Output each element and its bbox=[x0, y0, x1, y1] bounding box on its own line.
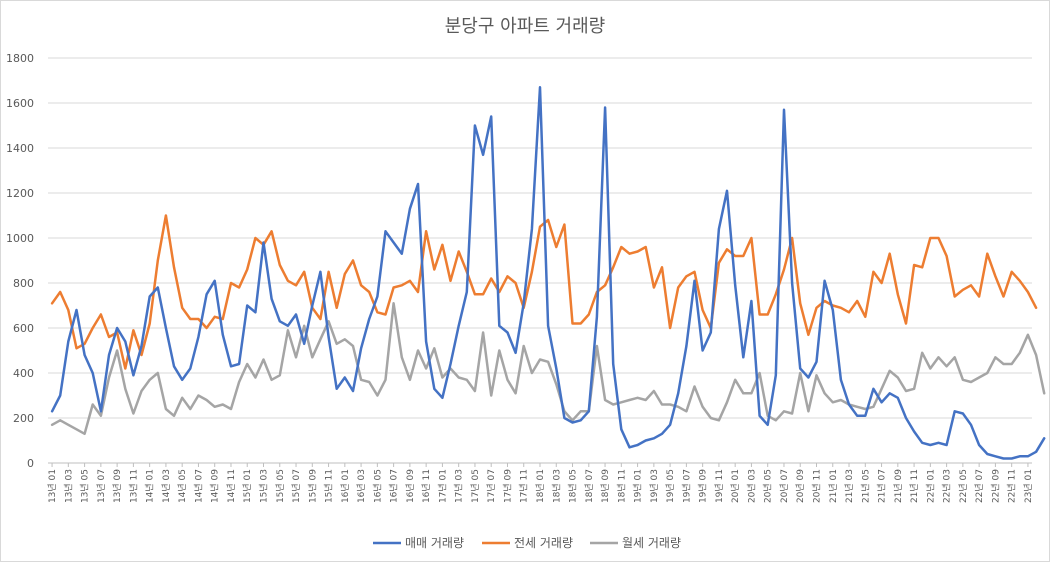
x-tick-label: 22년 01 bbox=[925, 469, 936, 503]
series-lines bbox=[50, 86, 1046, 460]
legend-label: 월세 거래량 bbox=[622, 536, 681, 550]
x-tick-label: 20년 01 bbox=[730, 469, 741, 503]
y-tick-label: 1400 bbox=[6, 142, 34, 155]
x-tick-label: 19년 05 bbox=[665, 469, 676, 503]
x-tick-label: 13년 03 bbox=[63, 469, 74, 503]
x-tick-label: 16년 09 bbox=[405, 469, 416, 503]
x-tick-label: 21년 11 bbox=[909, 469, 920, 503]
x-tick-label: 20년 07 bbox=[779, 469, 790, 503]
x-tick-label: 22년 05 bbox=[958, 469, 969, 503]
y-axis: 0 200 400 600 800 1000 1200 1400 1600 1800 bbox=[6, 52, 34, 470]
x-tick-label: 20년 05 bbox=[763, 469, 774, 503]
x-tick-label: 13년 07 bbox=[96, 469, 107, 503]
x-tick-label: 21년 09 bbox=[893, 469, 904, 503]
y-tick-label: 0 bbox=[27, 457, 34, 470]
y-tick-label: 400 bbox=[13, 367, 34, 380]
x-tick-label: 16년 11 bbox=[421, 469, 432, 503]
x-tick-label: 15년 07 bbox=[291, 469, 302, 503]
x-tick-label: 14년 11 bbox=[226, 469, 237, 503]
y-tick-label: 800 bbox=[13, 277, 34, 290]
x-tick-label: 19년 11 bbox=[714, 469, 725, 503]
x-tick-label: 13년 05 bbox=[80, 469, 91, 503]
x-tick-label: 14년 01 bbox=[145, 469, 156, 503]
x-tick-label: 17년 05 bbox=[470, 469, 481, 503]
x-tick-label: 22년 03 bbox=[942, 469, 953, 503]
series-line bbox=[50, 86, 1046, 460]
x-tick-label: 17년 03 bbox=[454, 469, 465, 503]
x-tick-label: 20년 11 bbox=[811, 469, 822, 503]
x-tick-label: 18년 07 bbox=[584, 469, 595, 503]
x-tick-label: 14년 07 bbox=[193, 469, 204, 503]
x-tick-label: 15년 05 bbox=[275, 469, 286, 503]
x-tick-label: 17년 07 bbox=[486, 469, 497, 503]
x-tick-label: 22년 07 bbox=[974, 469, 985, 503]
x-tick-label: 18년 09 bbox=[600, 469, 611, 503]
x-tick-label: 22년 09 bbox=[990, 469, 1001, 503]
series-line bbox=[50, 302, 1046, 436]
x-tick-label: 21년 01 bbox=[828, 469, 839, 503]
legend-label: 매매 거래량 bbox=[405, 536, 464, 550]
x-tick-label: 20년 09 bbox=[795, 469, 806, 503]
y-tick-label: 1600 bbox=[6, 97, 34, 110]
x-tick-label: 15년 03 bbox=[259, 469, 270, 503]
y-tick-label: 1000 bbox=[6, 232, 34, 245]
x-tick-label: 17년 09 bbox=[502, 469, 513, 503]
x-tick-label: 16년 05 bbox=[372, 469, 383, 503]
x-tick-label: 18년 11 bbox=[616, 469, 627, 503]
x-tick-label: 13년 01 bbox=[47, 469, 58, 503]
y-tick-label: 600 bbox=[13, 322, 34, 335]
x-tick-label: 16년 07 bbox=[389, 469, 400, 503]
y-tick-label: 200 bbox=[13, 412, 34, 425]
x-tick-label: 14년 09 bbox=[210, 469, 221, 503]
x-tick-label: 15년 09 bbox=[307, 469, 318, 503]
legend-label: 전세 거래량 bbox=[514, 536, 573, 550]
y-tick-label: 1200 bbox=[6, 187, 34, 200]
x-tick-label: 14년 05 bbox=[177, 469, 188, 503]
legend: 매매 거래량 전세 거래량 월세 거래량 bbox=[373, 536, 681, 550]
x-tick-label: 20년 03 bbox=[746, 469, 757, 503]
x-tick-label: 15년 11 bbox=[324, 469, 335, 503]
x-tick-label: 16년 03 bbox=[356, 469, 367, 503]
x-tick-label: 14년 03 bbox=[161, 469, 172, 503]
x-tick-label: 21년 07 bbox=[877, 469, 888, 503]
x-tick-label: 21년 03 bbox=[844, 469, 855, 503]
x-tick-label: 22년 11 bbox=[1007, 469, 1018, 503]
x-tick-label: 13년 11 bbox=[128, 469, 139, 503]
x-tick-label: 17년 01 bbox=[437, 469, 448, 503]
x-tick-label: 18년 01 bbox=[535, 469, 546, 503]
chart-title: 분당구 아파트 거래량 bbox=[444, 16, 606, 37]
x-tick-label: 19년 01 bbox=[633, 469, 644, 503]
x-tick-label: 17년 11 bbox=[519, 469, 530, 503]
x-tick-label: 23년 01 bbox=[1023, 469, 1034, 503]
x-tick-label: 19년 09 bbox=[698, 469, 709, 503]
x-tick-label: 13년 09 bbox=[112, 469, 123, 503]
x-tick-label: 18년 05 bbox=[568, 469, 579, 503]
y-tick-label: 1800 bbox=[6, 52, 34, 65]
x-tick-label: 16년 01 bbox=[340, 469, 351, 503]
x-tick-label: 15년 01 bbox=[242, 469, 253, 503]
x-tick-label: 19년 07 bbox=[681, 469, 692, 503]
x-tick-label: 19년 03 bbox=[649, 469, 660, 503]
x-axis: 13년 01 13년 03 13년 05 13년 07 13년 09 13년 11 14년 … bbox=[47, 463, 1034, 503]
x-tick-label: 18년 03 bbox=[551, 469, 562, 503]
x-tick-label: 21년 05 bbox=[860, 469, 871, 503]
